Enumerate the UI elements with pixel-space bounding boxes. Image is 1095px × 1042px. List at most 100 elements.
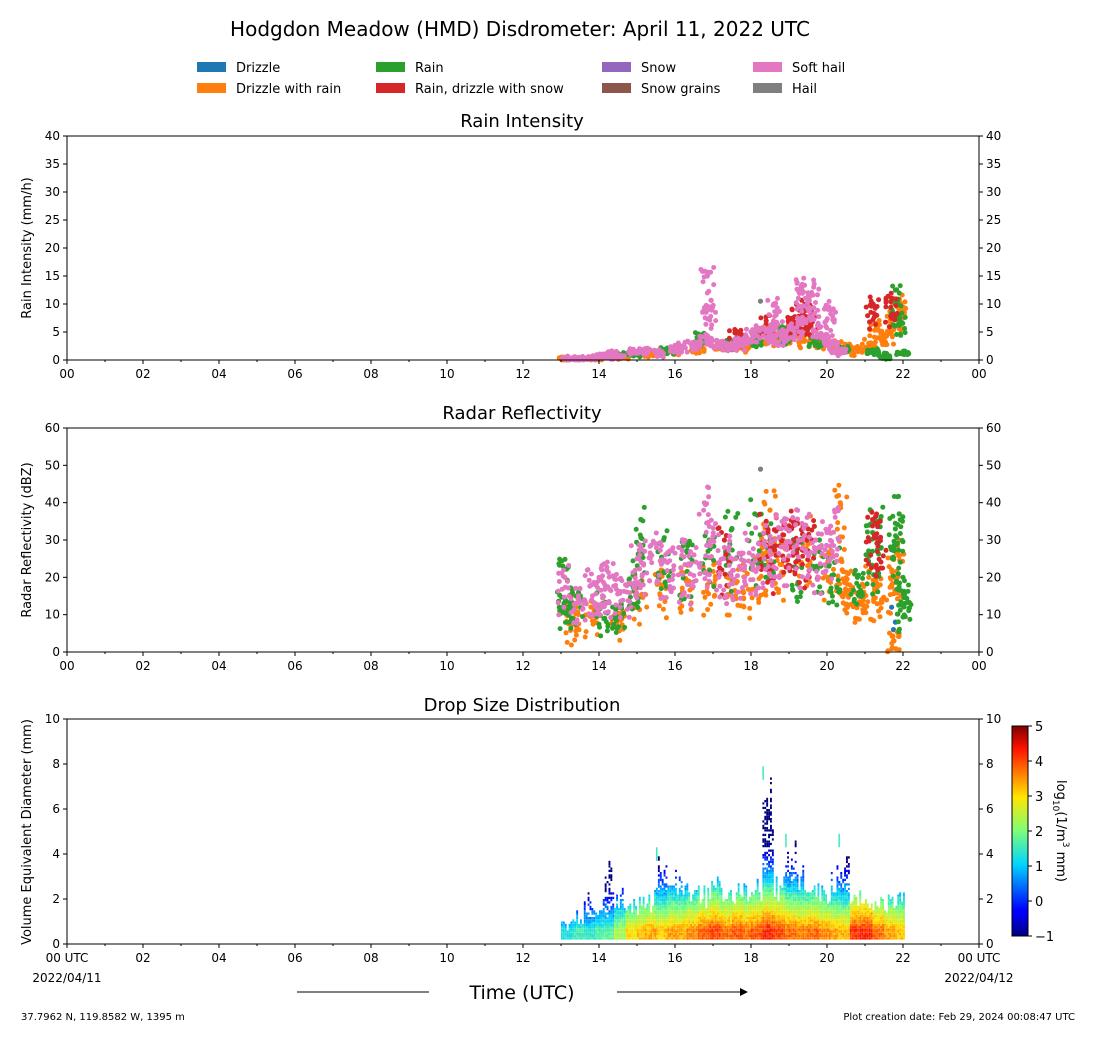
scatter-fill-point (566, 619, 572, 625)
heatmap-cell (642, 912, 645, 915)
heatmap-cell (684, 937, 687, 940)
heatmap-cell (625, 935, 628, 938)
heatmap-cell (599, 928, 601, 931)
heatmap-cell (713, 887, 715, 891)
data-point-soft-hail (790, 515, 796, 521)
heatmap-cell (730, 905, 732, 909)
heatmap-cell (703, 901, 706, 904)
heatmap-cell (642, 914, 645, 918)
scatter-fill-point (883, 304, 889, 310)
heatmap-cell (614, 935, 617, 938)
heatmap-cell (646, 910, 649, 913)
scatter-fill-point (792, 571, 798, 577)
heatmap-cell (602, 917, 605, 920)
heatmap-cell (618, 914, 620, 918)
heatmap-cell (564, 937, 567, 940)
heatmap-cell (732, 930, 734, 933)
heatmap-cell (621, 905, 624, 909)
scatter-fill-point (878, 559, 884, 565)
heatmap-cell (583, 903, 586, 906)
heatmap-cell (646, 903, 649, 906)
heatmap-cell (749, 919, 751, 922)
heatmap-cell (629, 926, 632, 929)
scatter-fill-point (780, 327, 786, 333)
heatmap-cell (583, 914, 586, 918)
scatter-fill-point (843, 575, 849, 581)
data-point-soft-hail (748, 329, 754, 335)
heatmap-cell (669, 917, 672, 920)
heatmap-cell (600, 930, 603, 933)
heatmap-cell (716, 910, 719, 913)
scatter-fill-point (714, 587, 719, 593)
heatmap-cell (604, 890, 607, 893)
scatter-fill-point (667, 348, 673, 354)
heatmap-cell (675, 883, 677, 886)
heatmap-cell (711, 917, 713, 920)
heatmap-cell (718, 923, 721, 927)
scatter-fill-point (813, 300, 818, 305)
data-point-soft-hail (733, 556, 739, 562)
heatmap-cell (654, 919, 656, 922)
scatter-fill-point (727, 538, 733, 544)
heatmap-cell (749, 901, 751, 904)
heatmap-cell (618, 937, 620, 940)
scatter-fill-point (656, 603, 662, 609)
heatmap-cell (602, 910, 605, 913)
heatmap-cell (680, 896, 683, 900)
heatmap-cell (597, 926, 599, 929)
heatmap-cell (671, 887, 674, 891)
heatmap-cell (714, 910, 717, 913)
heatmap-cell (663, 874, 666, 877)
heatmap-cell (695, 932, 698, 936)
radar-reflectivity-ytick-label-right: 0 (986, 645, 994, 659)
heatmap-cell (730, 919, 732, 922)
heatmap-cell (654, 932, 656, 936)
scatter-fill-point (864, 581, 870, 587)
heatmap-cell (663, 890, 666, 893)
heatmap-cell (692, 908, 694, 911)
heatmap-cell (707, 903, 710, 906)
heatmap-cell (684, 908, 687, 911)
scatter-fill-point (735, 573, 740, 579)
heatmap-cell (656, 932, 658, 936)
heatmap-cell (707, 905, 710, 909)
heatmap-cell (665, 901, 668, 904)
scatter-fill-point (802, 295, 808, 301)
heatmap-cell (697, 928, 700, 931)
scatter-fill-point (779, 319, 785, 325)
heatmap-cell (646, 935, 649, 938)
heatmap-cell (583, 912, 586, 915)
scatter-fill-point (898, 303, 904, 309)
heatmap-cell (621, 930, 624, 933)
heatmap-cell (576, 914, 579, 918)
heatmap-cell (665, 928, 668, 931)
heatmap-cell (638, 928, 641, 931)
scatter-fill-point (753, 588, 759, 594)
scatter-fill-point (825, 342, 831, 348)
heatmap-cell (671, 908, 674, 911)
scatter-fill-point (823, 318, 829, 324)
heatmap-cell (730, 921, 732, 924)
scatter-fill-point (717, 594, 723, 600)
heatmap-cell (587, 912, 590, 915)
heatmap-cell (730, 912, 732, 915)
heatmap-cell (680, 901, 683, 904)
heatmap-cell (707, 912, 710, 915)
scatter-fill-point (711, 593, 717, 599)
heatmap-cell (627, 910, 630, 913)
heatmap-cell (743, 905, 746, 909)
heatmap-cell (659, 917, 662, 920)
scatter-fill-point (664, 568, 670, 574)
heatmap-cell (743, 912, 746, 915)
heatmap-cell (599, 930, 601, 933)
heatmap-cell (637, 919, 639, 922)
heatmap-cell (722, 932, 725, 936)
scatter-fill-point (626, 614, 632, 620)
scatter-fill-point (776, 534, 782, 540)
heatmap-cell (576, 921, 579, 924)
heatmap-cell (720, 937, 723, 940)
heatmap-cell (640, 910, 643, 913)
heatmap-cell (597, 930, 599, 933)
heatmap-cell (720, 923, 723, 927)
heatmap-cell (606, 937, 609, 940)
